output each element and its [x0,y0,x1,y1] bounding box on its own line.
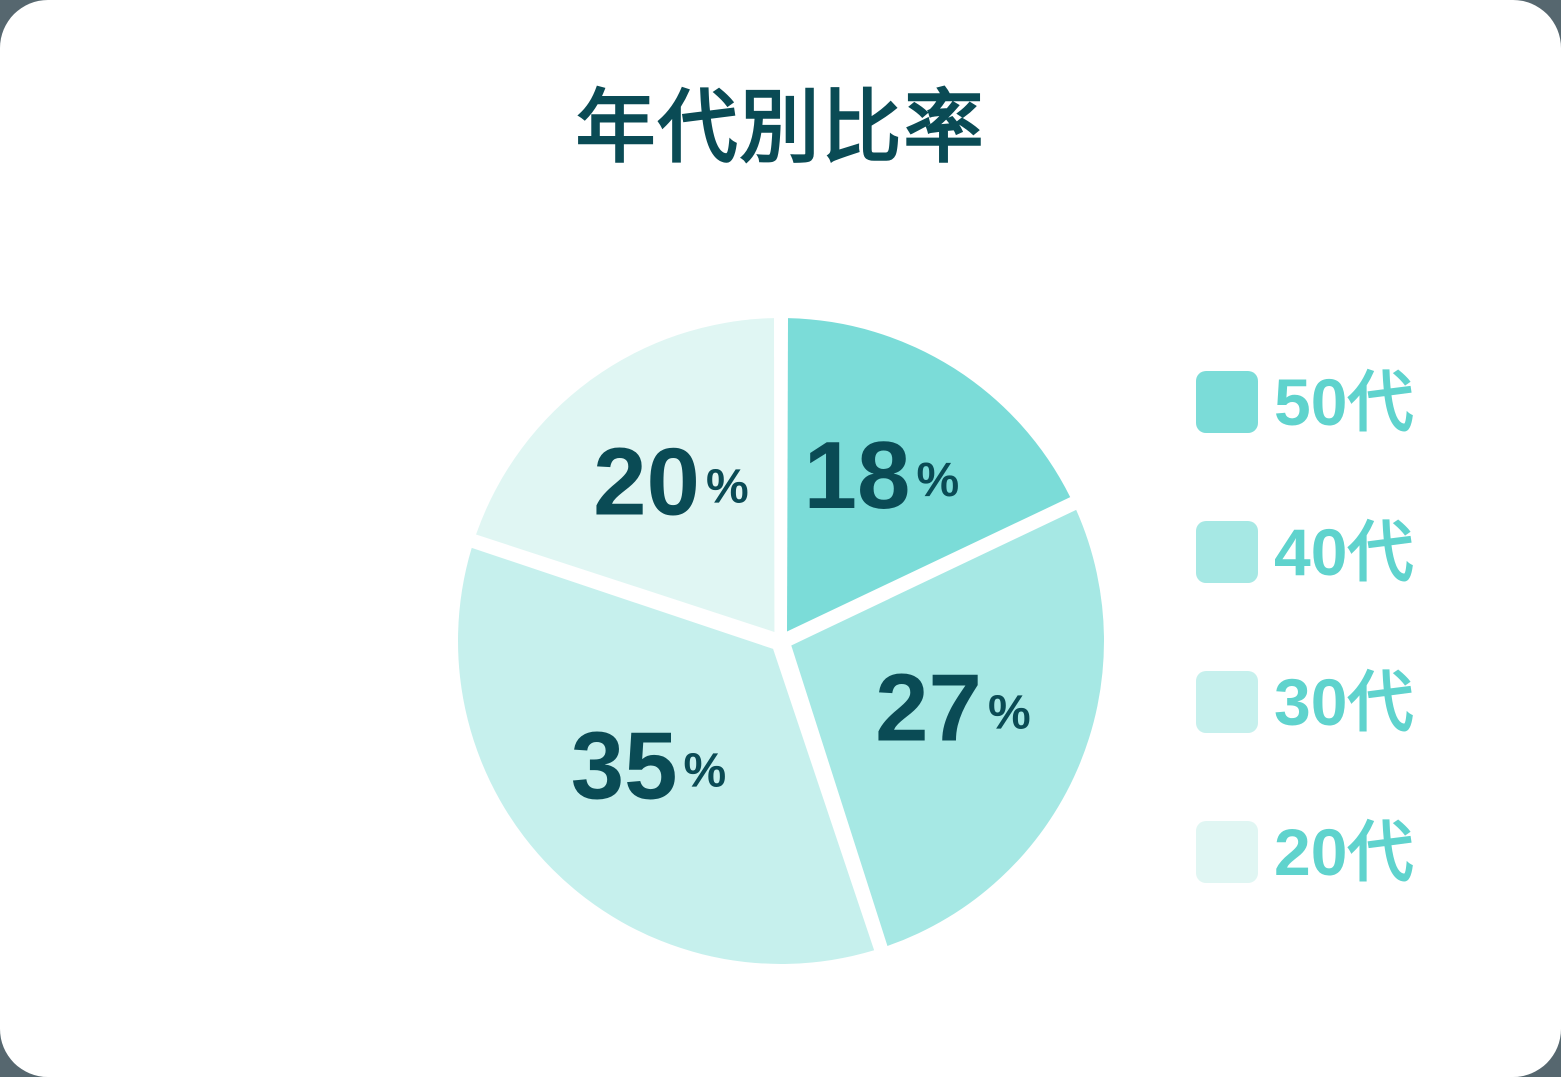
legend-item[interactable]: 20代 [1196,806,1496,898]
legend-swatch-icon [1196,371,1258,433]
svg-text:27%: 27% [875,655,1030,762]
chart-legend: 50代 40代 30代 20代 [1196,356,1496,898]
pie-slice-value: 35 [571,713,678,820]
pie-slice-percent-sign: % [706,460,749,513]
svg-text:18%: 18% [804,422,959,529]
legend-swatch-icon [1196,521,1258,583]
svg-text:35%: 35% [571,713,726,820]
pie-slice[interactable] [476,318,775,632]
legend-item[interactable]: 50代 [1196,356,1496,448]
pie-slice-percent-sign: % [916,453,959,506]
pie-label-group: 18 %27 %35 %20% [571,422,1031,820]
legend-item-label: 50代 [1274,365,1414,439]
svg-text:20%: 20% [593,429,748,536]
legend-item[interactable]: 40代 [1196,506,1496,598]
pie-slice-label: 18% [804,422,959,529]
pie-slice-label: 20% [593,429,748,536]
page-title: 年代別比率 [575,83,986,172]
pie-slice-label: 27% [875,655,1030,762]
legend-swatch-icon [1196,821,1258,883]
pie-slice-value: 18 [804,422,911,529]
pie-slice-percent-sign: % [988,686,1031,739]
pie-slice[interactable] [787,318,1071,632]
legend-item-label: 20代 [1274,815,1414,889]
pie-slice-group [458,318,1105,964]
pie-slice[interactable] [458,547,875,964]
pie-slice[interactable] [791,509,1105,946]
legend-item-label: 40代 [1274,515,1414,589]
legend-swatch-icon [1196,671,1258,733]
pie-slice-label: 35% [571,713,726,820]
pie-slice-value: 27 [875,655,982,762]
legend-item-label: 30代 [1274,665,1414,739]
pie-slice-percent-sign: % [684,744,727,797]
legend-item[interactable]: 30代 [1196,656,1496,748]
pie-slice-value: 20 [593,429,700,536]
